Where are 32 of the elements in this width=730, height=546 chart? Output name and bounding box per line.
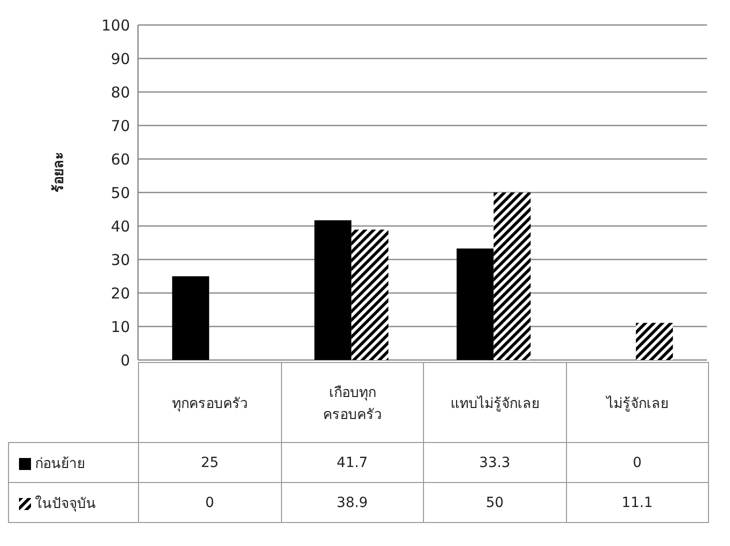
y-tick-label: 90 [110,50,130,68]
bar [494,192,531,360]
x-tick-label: แทบไม่รู้จักเลย [424,362,566,442]
data-label: 11.1 [566,482,708,522]
bar [351,230,388,360]
bar [314,220,352,360]
y-tick-label: 0 [120,351,130,370]
y-tick-label: 80 [110,83,130,102]
y-tick-label: 20 [110,284,130,302]
y-tick-label: 60 [110,150,130,168]
x-tick-label: ทุกครอบครัว [138,362,281,442]
data-label: 38.9 [281,482,424,522]
legend-label: ในปัจจุบัน [8,482,138,522]
y-tick-label: 100 [101,16,130,34]
data-label: 0 [138,482,281,522]
data-label: 0 [566,442,708,482]
x-tick-label: เกือบทุกครอบครัว [281,362,424,442]
bar [172,276,210,360]
data-label: 41.7 [281,442,424,482]
bar [636,322,673,360]
legend-label: ก่อนย้าย [8,442,138,482]
y-tick-label: 40 [110,217,130,236]
data-label: 25 [138,442,281,482]
x-tick-label: ไม่รู้จักเลย [566,362,708,442]
y-tick-label: 50 [110,184,130,202]
y-tick-label: 10 [110,318,130,336]
data-label: 33.3 [424,442,566,482]
y-tick-label: 30 [110,250,130,269]
y-tick-label: 70 [110,116,130,135]
y-axis-title: ร้อยละ [50,152,67,192]
bar [456,248,494,360]
data-label: 50 [424,482,566,522]
